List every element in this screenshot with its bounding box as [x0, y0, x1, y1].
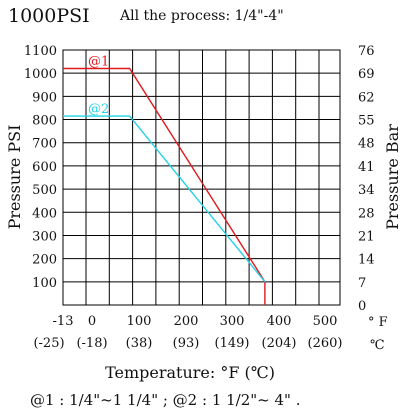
x-tick-label-f: 500 — [313, 314, 338, 329]
y-tick-label: 200 — [32, 253, 57, 268]
y2-tick-label: 14 — [358, 253, 375, 268]
y-tick-label: 700 — [32, 137, 57, 152]
x-tick-label-f: -13 — [53, 314, 74, 329]
y-tick-label: 500 — [32, 183, 57, 198]
tick-labels: 1002003004005006007008009001000110007142… — [24, 44, 375, 351]
y2-axis-label: Pressure Bar — [383, 124, 402, 230]
y2-tick-label: 7 — [358, 276, 366, 291]
x-tick-label-f: 400 — [267, 314, 292, 329]
x-unit-c-label: ℃ — [370, 338, 385, 353]
y-tick-label: 300 — [32, 229, 57, 244]
y-tick-label: 1000 — [24, 67, 57, 82]
x-tick-label-c: (-25) — [33, 336, 64, 351]
x-tick-label-c: (38) — [126, 336, 153, 351]
chart-title: 1000PSI — [8, 5, 90, 27]
x-tick-label-c: (204) — [262, 336, 297, 351]
y-axis-label: Pressure PSI — [5, 125, 24, 230]
y-tick-label: 600 — [32, 160, 57, 175]
x-tick-label-c: (-18) — [76, 336, 107, 351]
x-tick-label-f: 300 — [220, 314, 245, 329]
y2-tick-label: 28 — [358, 206, 375, 221]
x-tick-label-f: 0 — [88, 314, 96, 329]
y-tick-label: 400 — [32, 206, 57, 221]
y2-tick-label: 21 — [358, 229, 375, 244]
series-label-1: @1 — [88, 55, 109, 70]
x-tick-label-c: (260) — [308, 336, 343, 351]
y2-tick-label: 69 — [358, 67, 375, 82]
grid — [62, 49, 341, 306]
chart-subtitle: All the process: 1/4"-4" — [119, 8, 284, 24]
x-axis-label: Temperature: °F (℃) — [105, 363, 275, 382]
y2-tick-label: 55 — [358, 114, 375, 129]
x-tick-label-f: 100 — [127, 314, 152, 329]
y-tick-label: 800 — [32, 114, 57, 129]
series-label-2: @2 — [88, 102, 109, 117]
y2-tick-label: 62 — [358, 90, 375, 105]
y2-tick-label: 76 — [358, 44, 375, 59]
y-tick-label: 1100 — [24, 44, 57, 59]
x-unit-f-label: ° F — [368, 315, 388, 330]
y-tick-label: 100 — [32, 276, 57, 291]
y2-tick-label: 41 — [358, 160, 375, 175]
y2-tick-label: 48 — [358, 137, 375, 152]
series-lines: @1 @2 — [63, 55, 266, 305]
series-line-2 — [63, 115, 266, 283]
x-tick-label-c: (93) — [173, 336, 200, 351]
series-line-1 — [63, 67, 266, 305]
y2-tick-label: 34 — [358, 183, 375, 198]
size-footnote: @1 : 1/4"~1 1/4" ; @2 : 1 1/2"~ 4" . — [30, 391, 300, 409]
x-tick-label-f: 200 — [174, 314, 199, 329]
x-tick-label-c: (149) — [215, 336, 250, 351]
y2-tick-label: 0 — [358, 299, 366, 314]
plot-frame — [62, 49, 341, 306]
y-tick-label: 900 — [32, 90, 57, 105]
